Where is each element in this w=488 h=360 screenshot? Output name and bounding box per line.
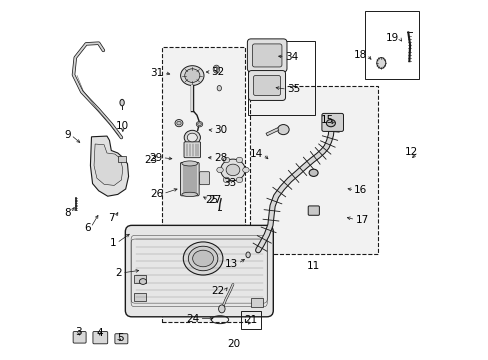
Bar: [365, 11, 418, 79]
Text: 35: 35: [286, 84, 300, 94]
Text: 24: 24: [186, 314, 199, 324]
Text: 12: 12: [404, 147, 417, 157]
Bar: [162, 47, 244, 322]
Text: 22: 22: [211, 286, 224, 296]
Text: 2: 2: [115, 268, 122, 278]
FancyBboxPatch shape: [115, 334, 127, 344]
Ellipse shape: [182, 161, 197, 166]
FancyBboxPatch shape: [118, 156, 125, 162]
Text: 6: 6: [84, 222, 91, 233]
Text: 16: 16: [354, 185, 367, 195]
Ellipse shape: [236, 157, 242, 163]
Ellipse shape: [188, 246, 218, 271]
Ellipse shape: [245, 252, 250, 258]
Ellipse shape: [213, 65, 219, 73]
FancyBboxPatch shape: [307, 206, 319, 215]
Ellipse shape: [175, 120, 183, 127]
Ellipse shape: [177, 121, 181, 125]
Bar: [241, 311, 260, 329]
Text: 8: 8: [64, 208, 71, 218]
Ellipse shape: [183, 242, 223, 275]
FancyBboxPatch shape: [183, 142, 200, 158]
Bar: [134, 293, 145, 301]
Ellipse shape: [216, 167, 223, 172]
Text: 21: 21: [244, 315, 257, 325]
Ellipse shape: [225, 164, 239, 176]
Text: 10: 10: [116, 121, 129, 131]
Ellipse shape: [196, 122, 203, 127]
Text: 33: 33: [223, 178, 236, 188]
Bar: [134, 275, 145, 283]
Text: 20: 20: [226, 339, 240, 349]
FancyBboxPatch shape: [199, 172, 209, 185]
FancyBboxPatch shape: [73, 332, 86, 343]
Ellipse shape: [192, 250, 213, 267]
FancyBboxPatch shape: [253, 76, 280, 95]
Text: 31: 31: [150, 68, 163, 78]
Polygon shape: [90, 136, 128, 196]
Ellipse shape: [184, 69, 200, 82]
Ellipse shape: [236, 177, 242, 183]
Ellipse shape: [182, 192, 197, 197]
Text: 7: 7: [108, 213, 115, 223]
Ellipse shape: [120, 99, 124, 106]
Text: 28: 28: [213, 153, 227, 163]
Text: 19: 19: [385, 33, 399, 43]
Text: 14: 14: [249, 149, 263, 159]
Text: 3: 3: [76, 327, 82, 337]
Ellipse shape: [325, 120, 335, 127]
Ellipse shape: [139, 279, 146, 284]
Ellipse shape: [220, 159, 244, 181]
FancyBboxPatch shape: [248, 71, 285, 100]
Ellipse shape: [218, 305, 224, 313]
FancyBboxPatch shape: [93, 332, 107, 344]
Text: 29: 29: [149, 153, 162, 163]
Ellipse shape: [223, 157, 229, 163]
FancyBboxPatch shape: [125, 225, 273, 317]
Text: 1: 1: [110, 238, 117, 248]
FancyBboxPatch shape: [252, 44, 282, 67]
Ellipse shape: [223, 177, 229, 183]
Text: 11: 11: [306, 261, 320, 271]
Ellipse shape: [242, 167, 249, 172]
Text: 32: 32: [211, 67, 224, 77]
Text: 17: 17: [355, 215, 368, 225]
Text: 13: 13: [224, 258, 238, 269]
Text: 4: 4: [96, 328, 102, 338]
Text: 15: 15: [321, 114, 334, 125]
FancyBboxPatch shape: [321, 113, 343, 131]
Text: 27: 27: [208, 195, 221, 205]
Ellipse shape: [180, 66, 203, 85]
Ellipse shape: [197, 123, 201, 126]
FancyBboxPatch shape: [247, 39, 286, 72]
Ellipse shape: [214, 67, 218, 71]
Bar: [247, 41, 314, 115]
Text: 26: 26: [150, 189, 163, 199]
Ellipse shape: [217, 85, 221, 91]
Ellipse shape: [277, 125, 288, 135]
Text: 30: 30: [213, 125, 226, 135]
Text: 34: 34: [284, 52, 298, 62]
Ellipse shape: [308, 169, 318, 176]
Text: 18: 18: [353, 50, 366, 60]
Text: 23: 23: [144, 155, 157, 165]
Bar: [249, 86, 377, 254]
Polygon shape: [94, 144, 122, 185]
Ellipse shape: [376, 58, 385, 68]
Ellipse shape: [187, 133, 197, 142]
Text: 25: 25: [205, 195, 218, 205]
Bar: [251, 298, 263, 307]
FancyBboxPatch shape: [180, 162, 199, 196]
Text: 9: 9: [64, 130, 71, 140]
Text: 5: 5: [117, 333, 124, 343]
Ellipse shape: [184, 130, 200, 145]
